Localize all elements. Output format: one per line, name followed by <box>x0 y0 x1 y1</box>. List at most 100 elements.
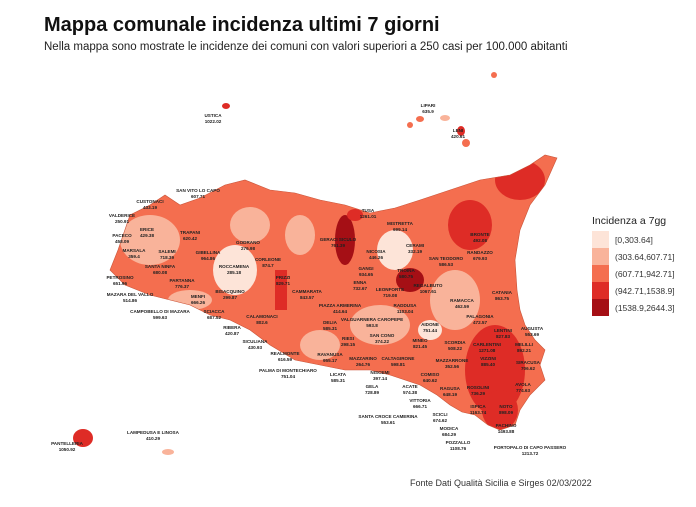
municipality-name: MODICA <box>439 426 459 431</box>
municipality-label: ROCCAMENA 285.18 <box>219 264 249 276</box>
municipality-incidence: 751.44 <box>422 328 438 333</box>
legend-swatch <box>592 265 609 282</box>
municipality-incidence: 250.91 <box>114 219 130 224</box>
municipality-name: RAGUSA <box>440 386 460 391</box>
municipality-incidence: 821.45 <box>412 344 428 349</box>
municipality-name: AIDONE <box>421 322 439 327</box>
municipality-incidence: 553.69 <box>524 332 540 337</box>
municipality-label: PORTOPALO DI CAPO PASSERO 1213.72 <box>494 445 567 457</box>
municipality-incidence: 635.9 <box>422 109 434 114</box>
municipality-name: ACATE <box>402 384 418 389</box>
municipality-name: NICOSIA <box>366 249 386 254</box>
municipality-incidence: 359.4 <box>128 254 140 259</box>
municipality-incidence: 514.86 <box>122 298 138 303</box>
municipality-incidence: 1022.02 <box>204 119 222 124</box>
municipality-name: SCICLI <box>432 412 448 417</box>
legend-label: (607.71,942.71] <box>615 268 675 279</box>
municipality-label: SIRACUSA 706.62 <box>516 360 540 372</box>
municipality-label: USTICA 1022.02 <box>204 113 221 125</box>
municipality-incidence: 719.08 <box>382 293 398 298</box>
legend-item: [0,303.64] <box>592 231 675 248</box>
municipality-name: GODRANO <box>236 240 260 245</box>
municipality-label: AIDONE 751.44 <box>421 322 439 334</box>
page-title: Mappa comunale incidenza ultimi 7 giorni <box>44 14 440 36</box>
municipality-incidence: 508.22 <box>447 346 463 351</box>
municipality-name: CATANIA <box>492 290 512 295</box>
municipality-name: NISCEMI <box>370 370 390 375</box>
municipality-incidence: 446.26 <box>368 255 384 260</box>
municipality-incidence: 462.59 <box>454 304 470 309</box>
municipality-incidence: 1493.88 <box>497 429 515 434</box>
municipality-name: VIZZINI <box>480 356 496 361</box>
municipality-name: VITTORIA <box>409 398 431 403</box>
municipality-name: DELIA <box>323 320 337 325</box>
municipality-incidence: 616.59 <box>277 357 293 362</box>
municipality-name: SICULIANA <box>242 339 268 344</box>
ustica-island <box>222 103 230 109</box>
municipality-label: RAGUSA 648.19 <box>440 386 460 398</box>
municipality-name: GERACI SICULO <box>319 237 357 242</box>
municipality-name: PACHINO <box>495 423 517 428</box>
aeolian-island <box>416 116 424 122</box>
municipality-label: BRONTE 492.08 <box>470 232 489 244</box>
municipality-name: CUSTONACI <box>136 199 164 204</box>
municipality-name: TRAPANI <box>179 230 201 235</box>
municipality-label: LICATA 585.31 <box>330 372 346 384</box>
municipality-label: MAZZARINO 264.76 <box>349 356 377 368</box>
municipality-name: SANTA CROCE CAMERINA <box>358 414 418 419</box>
municipality-label: PETROSINO 651.96 <box>106 275 133 287</box>
municipality-incidence: 580.75 <box>398 274 414 279</box>
municipality-incidence: 898.09 <box>498 410 514 415</box>
municipality-label: CALTAGIRONE 598.81 <box>381 356 414 368</box>
municipality-label: CUSTONACI 433.19 <box>136 199 163 211</box>
municipality-label: VIZZINI 885.40 <box>480 356 496 368</box>
municipality-name: SIRACUSA <box>516 360 540 365</box>
municipality-incidence: 751.04 <box>280 374 296 379</box>
municipality-label: GIBELLINA 964.86 <box>196 250 221 262</box>
municipality-name: CAMPOBELLO DI MAZARA <box>130 309 190 314</box>
municipality-label: CALAMONACI 802.6 <box>246 314 277 326</box>
municipality-incidence: 802.6 <box>256 320 268 325</box>
municipality-incidence: 679.93 <box>472 256 488 261</box>
municipality-name: LENTINI <box>494 328 512 333</box>
municipality-incidence: 332.19 <box>407 249 423 254</box>
municipality-label: PANTELLERIA 1050.92 <box>51 441 83 453</box>
municipality-incidence: 1271.08 <box>478 348 496 353</box>
municipality-incidence: 843.57 <box>299 295 315 300</box>
municipality-name: LEONFORTE <box>375 287 405 292</box>
municipality-label: ISPICA 1163.74 <box>470 404 486 416</box>
municipality-name: RAMACCA <box>450 298 474 303</box>
legend: Incidenza a 7gg [0,303.64] (303.64,607.71… <box>592 215 675 316</box>
municipality-name: LICATA <box>329 372 347 377</box>
municipality-incidence: 706.62 <box>520 366 536 371</box>
municipality-name: TROINA <box>397 268 415 273</box>
municipality-label: SAN CONO 374.22 <box>370 333 395 345</box>
municipality-name: GANGI <box>358 266 374 271</box>
municipality-name: CALTAGIRONE <box>381 356 415 361</box>
municipality-label: MISTRETTA 699.14 <box>387 221 413 233</box>
municipality-label: CARLENTINI 1271.08 <box>473 342 501 354</box>
municipality-name: ENNA <box>353 280 367 285</box>
municipality-areas <box>120 160 545 430</box>
municipality-incidence: 955.17 <box>322 358 338 363</box>
municipality-name: GELA <box>365 384 379 389</box>
municipality-incidence: 680.08 <box>152 270 168 275</box>
municipality-label: DELIA 585.31 <box>323 320 337 332</box>
municipality-incidence: 276.98 <box>240 246 256 251</box>
municipality-name: GIBELLINA <box>195 250 221 255</box>
municipality-incidence: 299.87 <box>222 295 238 300</box>
municipality-name: SAN VITO LO CAPO <box>176 188 220 193</box>
municipality-incidence: 761.39 <box>330 243 346 248</box>
municipality-name: RIBERA <box>223 325 241 330</box>
municipality-label: RAVANUSA 955.17 <box>317 352 342 364</box>
municipality-label: TUSA 1261.01 <box>360 208 377 220</box>
municipality-incidence: 586.53 <box>438 262 454 267</box>
municipality-label: GERACI SICULO 761.39 <box>320 237 357 249</box>
data-source: Fonte Dati Qualità Sicilia e Sirges 02/0… <box>410 478 592 488</box>
municipality-name: RAVANUSA <box>317 352 343 357</box>
municipality-incidence: 684.29 <box>441 432 457 437</box>
municipality-name: CERAMI <box>405 243 425 248</box>
municipality-incidence: 699.14 <box>392 227 408 232</box>
municipality-incidence: 397.14 <box>372 376 388 381</box>
municipality-name: PANTELLERIA <box>51 441 83 446</box>
